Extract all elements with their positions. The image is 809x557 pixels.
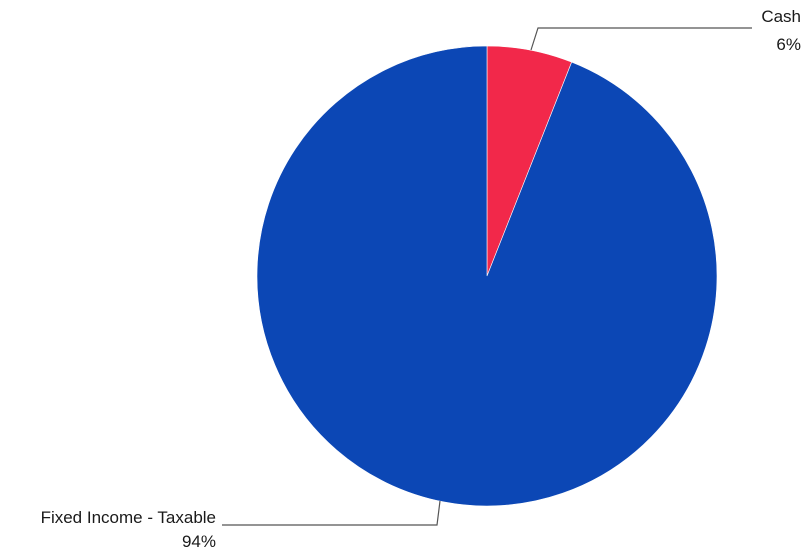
slice-label-cash: Cash — [761, 7, 801, 26]
slice-label-fixed-income-taxable: Fixed Income - Taxable — [41, 508, 216, 527]
pie-slice-fixed-income-taxable — [256, 45, 718, 507]
labels-layer: Cash 6% Fixed Income - Taxable 94% — [41, 7, 801, 551]
slices-layer — [256, 45, 718, 507]
leader-line-fixed-income-taxable — [222, 500, 441, 526]
slice-percent-fixed-income-taxable: 94% — [182, 532, 216, 551]
slice-percent-cash: 6% — [776, 35, 801, 54]
leader-line-cash — [530, 27, 752, 51]
leader-lines-layer — [222, 27, 752, 526]
